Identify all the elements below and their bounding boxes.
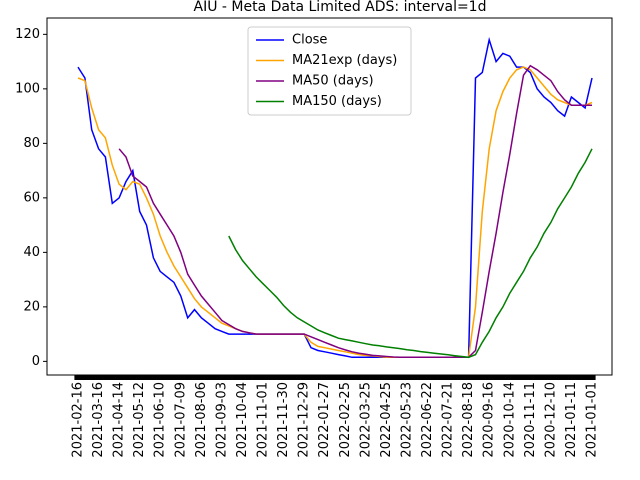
- y-tick-label: 120: [15, 27, 40, 42]
- x-tick-label: 2022-04-25: [379, 382, 394, 458]
- plot-frame: [46, 17, 613, 376]
- legend-label: MA21exp (days): [292, 53, 397, 68]
- series-line: [77, 66, 593, 359]
- y-tick-label: 0: [32, 354, 40, 369]
- x-tick-label: 2022-08-18: [461, 382, 476, 458]
- x-tick-label: 2021-11-30: [276, 382, 291, 458]
- x-tick-label: 2021-12-29: [297, 382, 312, 458]
- legend-label: MA50 (days): [292, 74, 374, 89]
- legend-box: [247, 26, 412, 116]
- x-tick-label: 2021-04-14: [112, 382, 127, 458]
- x-tick-label: 2020-11-11: [523, 382, 538, 458]
- y-tick-label: 20: [23, 299, 40, 314]
- x-tick-label: 2021-02-16: [71, 382, 86, 458]
- legend-label: MA150 (days): [292, 94, 382, 109]
- legend: Close MA21exp (days) MA50 (days) MA150 (day…: [247, 26, 412, 116]
- series-line: [228, 148, 593, 359]
- x-tick-label: 2020-09-16: [482, 382, 497, 458]
- x-tick-label: 2021-07-09: [173, 382, 188, 458]
- x-tick-label: 2022-07-21: [441, 382, 456, 458]
- series-line: [118, 64, 592, 359]
- x-tick-label: 2021-11-01: [256, 382, 271, 458]
- x-tick-label: 2021-06-10: [153, 382, 168, 458]
- series-line: [77, 36, 593, 359]
- x-tick-label: 2022-05-23: [399, 382, 414, 458]
- x-tick-label: 2021-08-06: [194, 382, 209, 458]
- y-tick-label: 40: [23, 245, 40, 260]
- x-tick-label: 2022-06-22: [420, 382, 435, 458]
- y-tick-label: 100: [15, 81, 40, 96]
- x-tick-label: 2021-01-01: [585, 382, 600, 458]
- x-tick-label: 2020-10-14: [502, 382, 517, 458]
- x-tick-label: 2022-02-25: [338, 382, 353, 458]
- x-tick-label: 2022-01-27: [317, 382, 332, 458]
- y-tick-label: 80: [23, 136, 40, 151]
- chart-title: AIU - Meta Data Limited ADS: interval=1d: [194, 0, 487, 15]
- x-tick-label: 2022-03-25: [358, 382, 373, 458]
- x-tick-label: 2021-09-03: [214, 382, 229, 458]
- legend-label: Close: [292, 33, 327, 48]
- y-tick-label: 60: [23, 190, 40, 205]
- x-tick-label: 2020-12-10: [543, 382, 558, 458]
- x-tick-label: 2021-10-04: [235, 382, 250, 458]
- x-tick-label: 2021-03-16: [91, 382, 106, 458]
- x-tick-label: 2021-05-12: [132, 382, 147, 458]
- x-tick-label: 2021-01-11: [564, 382, 579, 458]
